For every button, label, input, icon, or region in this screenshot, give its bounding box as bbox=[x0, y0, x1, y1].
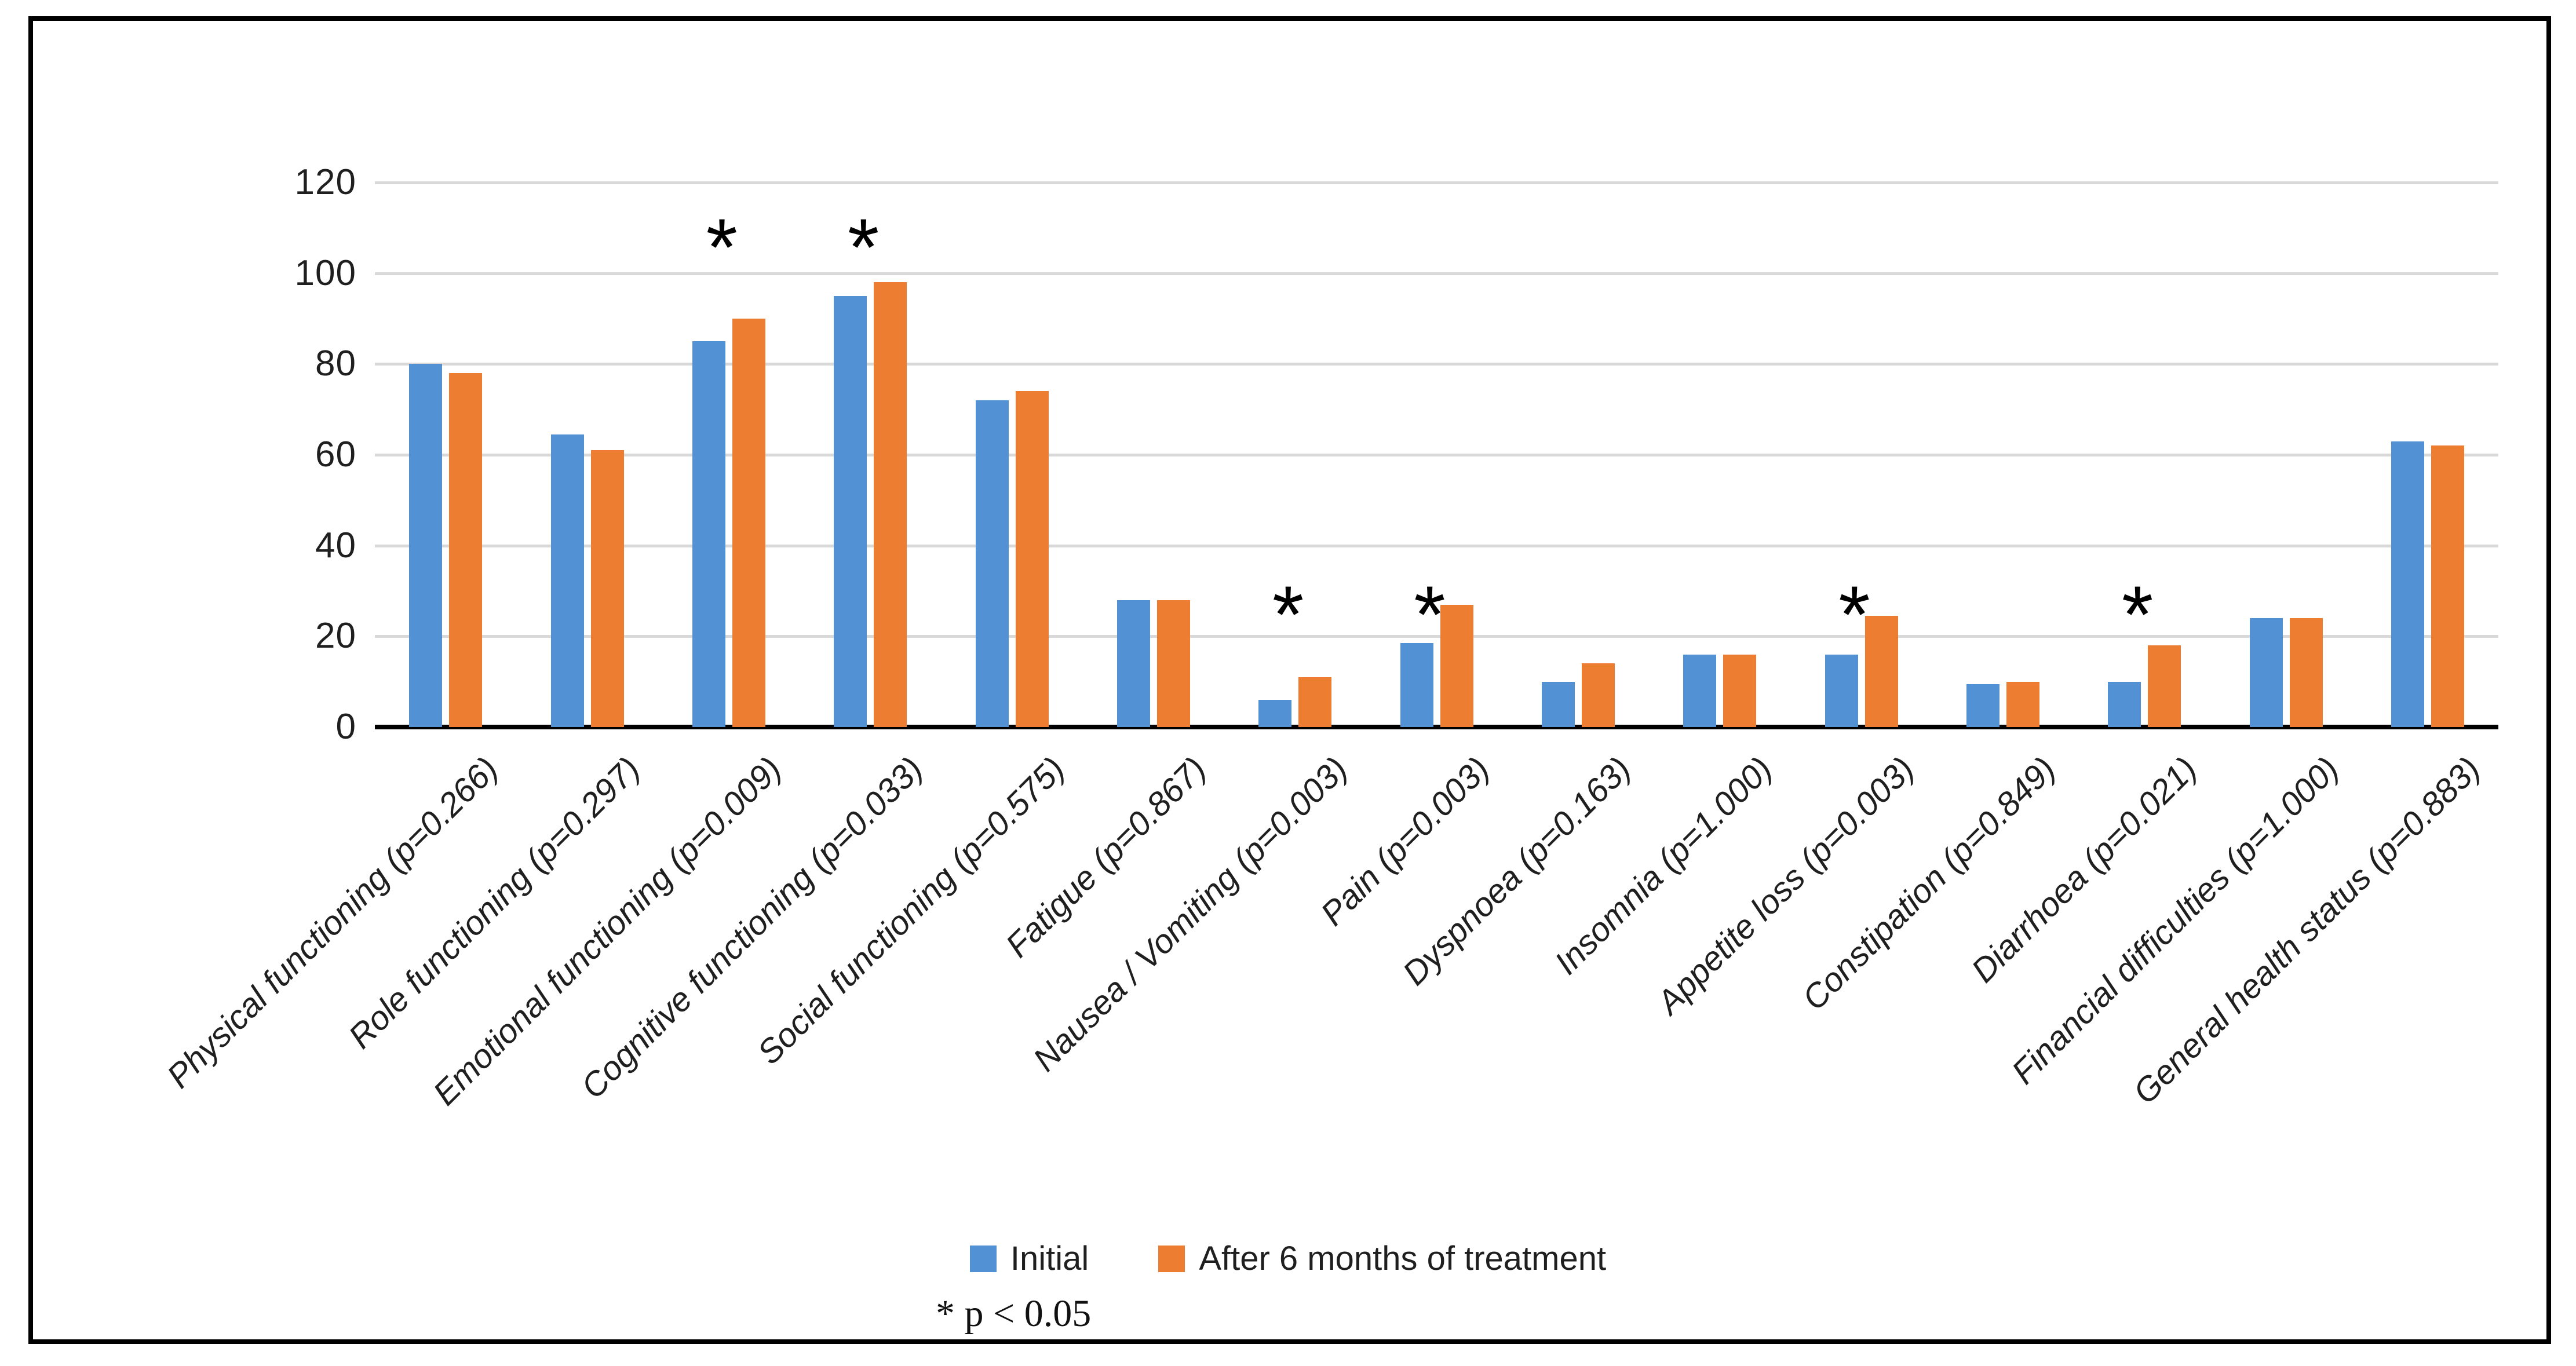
bar-initial bbox=[2391, 441, 2424, 727]
significance-footnote: * p < 0.05 bbox=[936, 1292, 1092, 1335]
bar-initial bbox=[1966, 684, 1999, 727]
bar-after-treatment bbox=[1865, 616, 1898, 727]
bar-after-treatment bbox=[874, 282, 907, 727]
x-axis-label: Fatigue (p=0.867) bbox=[998, 750, 1214, 965]
x-axis-label: Diarrhoea (p=0.021) bbox=[1964, 750, 2205, 990]
x-axis-label: Role functioning (p=0.297) bbox=[341, 750, 647, 1056]
significance-star: * bbox=[1272, 569, 1304, 660]
bar-initial bbox=[834, 295, 867, 727]
bar-initial bbox=[1825, 654, 1858, 727]
bar-after-treatment bbox=[1156, 600, 1190, 727]
bar-initial bbox=[1116, 600, 1150, 727]
significance-star: * bbox=[2121, 569, 2154, 660]
significance-star: * bbox=[1838, 569, 1870, 660]
bar-initial bbox=[1541, 681, 1575, 727]
bar-initial bbox=[1683, 654, 1717, 727]
bar-after-treatment bbox=[590, 450, 624, 727]
legend-label-initial: Initial bbox=[1010, 1240, 1089, 1277]
legend-item-initial: Initial bbox=[969, 1239, 1089, 1279]
x-axis-line bbox=[375, 725, 2498, 729]
significance-star: * bbox=[1414, 569, 1446, 660]
y-axis-tick-label: 100 bbox=[294, 253, 356, 293]
x-axis-label: Financial difficulties (p=1.000) bbox=[2004, 750, 2346, 1091]
x-axis-label: Dyspnoea (p=0.163) bbox=[1395, 750, 1639, 993]
bar-initial bbox=[692, 341, 725, 727]
bar-initial bbox=[2249, 618, 2283, 727]
x-axis-label: Insomnia (p=1.000) bbox=[1547, 750, 1780, 982]
bar-after-treatment bbox=[2289, 618, 2323, 727]
x-axis-label: Physical functioning (p=0.266) bbox=[159, 750, 506, 1095]
bar-initial bbox=[550, 434, 584, 727]
legend-item-after-treatment: After 6 months of treatment bbox=[1158, 1239, 1606, 1279]
bar-after-treatment bbox=[1581, 663, 1615, 727]
legend-label-after-treatment: After 6 months of treatment bbox=[1199, 1240, 1607, 1277]
x-axis-label: Emotional functioning (p=0.009) bbox=[425, 750, 789, 1113]
bar-initial bbox=[1400, 643, 1433, 727]
gridline-y-80 bbox=[375, 363, 2498, 366]
bar-initial bbox=[409, 364, 443, 727]
legend: Initial After 6 months of treatment bbox=[33, 1239, 2543, 1279]
bar-after-treatment bbox=[732, 319, 765, 727]
gridline-y-40 bbox=[375, 544, 2498, 547]
x-axis-label: Constipation (p=0.849) bbox=[1795, 750, 2063, 1018]
significance-star: * bbox=[847, 201, 880, 293]
bar-after-treatment bbox=[1298, 677, 1332, 727]
y-axis-tick-label: 60 bbox=[315, 434, 356, 474]
y-axis-tick-label: 80 bbox=[315, 344, 356, 384]
bar-after-treatment bbox=[1440, 604, 1473, 727]
bar-after-treatment bbox=[449, 373, 483, 727]
bar-after-treatment bbox=[2148, 645, 2181, 727]
chart-frame bbox=[28, 16, 2551, 1344]
x-axis-label: Cognitive functioning (p=0.033) bbox=[574, 750, 931, 1106]
x-axis-label: Nausea / Vomiting (p=0.003) bbox=[1026, 750, 1355, 1079]
gridline-y-100 bbox=[375, 272, 2498, 275]
y-axis-tick-label: 20 bbox=[315, 616, 356, 656]
y-axis-tick-label: 40 bbox=[315, 525, 356, 565]
bar-after-treatment bbox=[1015, 391, 1049, 727]
gridline-y-60 bbox=[375, 454, 2498, 456]
gridline-y-20 bbox=[375, 635, 2498, 638]
bar-initial bbox=[1258, 700, 1292, 727]
legend-swatch-initial-icon bbox=[969, 1246, 997, 1272]
x-axis-label: Pain (p=0.003) bbox=[1313, 750, 1497, 933]
bar-initial bbox=[975, 400, 1009, 727]
y-axis-tick-label: 0 bbox=[335, 707, 356, 747]
bar-initial bbox=[2108, 681, 2141, 727]
bar-after-treatment bbox=[1723, 654, 1757, 727]
y-axis-tick-label: 120 bbox=[294, 162, 356, 202]
x-axis-label: General health status (p=0.883) bbox=[2126, 750, 2488, 1112]
legend-swatch-after-treatment-icon bbox=[1158, 1246, 1185, 1272]
gridline-y-120 bbox=[375, 181, 2498, 184]
x-axis-label: Appetite loss (p=0.003) bbox=[1649, 750, 1921, 1022]
bar-after-treatment bbox=[2006, 681, 2039, 727]
significance-star: * bbox=[706, 201, 738, 293]
bar-after-treatment bbox=[2431, 445, 2464, 727]
x-axis-label: Social functioning (p=0.575) bbox=[750, 750, 1072, 1072]
